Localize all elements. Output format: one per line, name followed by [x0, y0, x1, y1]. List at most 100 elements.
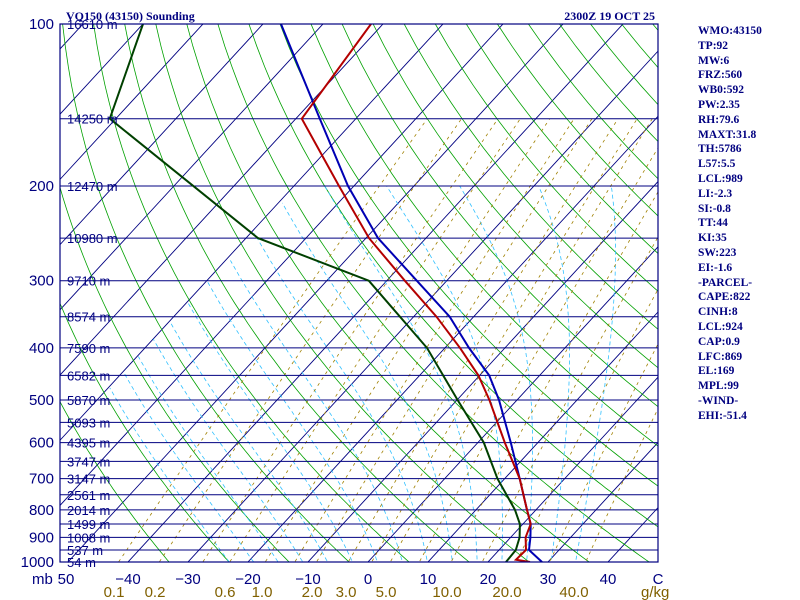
moist-adiabat-line	[254, 233, 428, 562]
temperature-tick-label: −30	[175, 571, 200, 588]
moist-adiabat-line	[230, 260, 403, 562]
sounding-index-item: KI:35	[698, 232, 727, 245]
pressure-tick-label: 200	[29, 178, 54, 195]
height-label: 6582 m	[67, 368, 110, 383]
pressure-tick-label: 600	[29, 435, 54, 452]
isotherm-line	[60, 24, 444, 441]
sounding-series	[108, 24, 543, 562]
chart-title: VQ150 (43150) Sounding	[66, 9, 195, 23]
sounding-index-item: MW:6	[698, 54, 730, 67]
grid-lines	[0, 12, 658, 573]
temperature-tick-label: 50	[58, 571, 75, 588]
temperature-tick-label: 20	[480, 571, 497, 588]
mixing-ratio-line	[418, 147, 658, 562]
dry-adiabat-line	[186, 24, 590, 562]
height-label: 7590 m	[67, 341, 110, 356]
height-label: 8574 m	[67, 310, 110, 325]
moist-adiabat-line	[281, 202, 453, 562]
dry-adiabat-line	[93, 24, 410, 562]
sounding-index-item: CINH:8	[698, 306, 738, 319]
isotherm-line	[127, 24, 624, 562]
height-label: 54 m	[67, 555, 96, 570]
dry-adiabat-line	[372, 24, 658, 369]
height-label: 10980 m	[67, 231, 118, 246]
mixing-ratio-line	[202, 118, 499, 562]
sounding-index-item: TT:44	[698, 217, 728, 230]
height-label: 9710 m	[67, 274, 110, 289]
dewpoint-profile-line	[108, 24, 521, 562]
mixing-ratio-label: 0.2	[145, 584, 166, 600]
sounding-index-item: SW:223	[698, 246, 737, 259]
height-label: 2014 m	[67, 503, 110, 518]
height-label: 537 m	[67, 543, 103, 558]
moist-adiabat-line	[109, 387, 230, 562]
pressure-tick-label: 500	[29, 392, 54, 409]
isotherm-line	[307, 180, 658, 562]
isotherm-line	[60, 24, 204, 181]
isotherm-line	[0, 12, 34, 573]
mixing-ratio-label: 20.0	[492, 584, 521, 600]
mixing-ratio-line	[371, 118, 638, 562]
height-label: 12470 m	[67, 179, 118, 194]
isotherm-line	[547, 441, 658, 562]
height-label: 5870 m	[67, 393, 110, 408]
mixing-ratio-line	[118, 118, 428, 562]
moist-adiabat-line	[206, 280, 378, 562]
isotherm-line	[60, 24, 384, 376]
chart-datetime: 2300Z 19 OCT 25	[564, 9, 655, 23]
moist-adiabat-line	[386, 185, 503, 562]
pressure-tick-label: 1000	[21, 554, 54, 571]
dry-adiabat-line	[341, 24, 658, 408]
height-label: 16610 m	[67, 17, 118, 32]
temperature-tick-label: 30	[540, 571, 557, 588]
dry-adiabat-line	[403, 24, 658, 330]
mixing-ratio-label: 0.6	[215, 584, 236, 600]
isotherm-line	[60, 24, 264, 246]
mixing-ratio-label: 5.0	[376, 584, 397, 600]
sounding-index-item: -PARCEL-	[698, 276, 753, 289]
sounding-index-item: TP:92	[698, 39, 729, 52]
isotherm-line	[187, 50, 658, 562]
mixing-ratio-line	[294, 118, 575, 562]
mixing-ratio-label: 3.0	[336, 584, 357, 600]
isotherm-line	[60, 24, 504, 507]
moist-adiabat-line	[138, 356, 279, 562]
moist-adiabat-line	[152, 338, 304, 562]
height-label: 3147 m	[67, 472, 110, 487]
moist-adiabat-line	[538, 185, 570, 562]
sounding-index-item: FRZ:560	[698, 69, 743, 82]
dry-adiabat-line	[279, 24, 658, 487]
sounding-indices-panel: WMO:43150 TP:92 MW:6 FRZ:560 WB0:592 PW:2.35 R…	[698, 24, 798, 424]
sounding-index-item: LCL:924	[698, 320, 743, 333]
temperature-profile-line	[300, 24, 532, 562]
temperature-tick-label: 40	[600, 571, 617, 588]
isotherm-line	[60, 24, 144, 115]
dry-adiabat-line	[155, 24, 530, 562]
temperature-tick-label: 0	[364, 571, 372, 588]
sounding-index-item: RH:79.6	[698, 113, 740, 126]
dry-adiabat-line	[248, 24, 658, 528]
height-label: 1008 m	[67, 530, 110, 545]
sounding-index-item: TH:5786	[698, 143, 742, 156]
isotherm-line	[487, 376, 658, 562]
isotherm-line	[367, 246, 658, 562]
parcel-profile-line	[280, 24, 543, 562]
dry-adiabat-line	[465, 24, 658, 254]
height-label: 14250 m	[67, 112, 118, 127]
mixing-ratio-label: 0.1	[104, 584, 125, 600]
pressure-unit-label: mb	[32, 571, 53, 588]
sounding-index-item: CAP:0.9	[698, 335, 740, 348]
temperature-tick-label: C	[653, 571, 664, 588]
mixing-ratio-label: 10.0	[432, 584, 461, 600]
temperature-tick-label: −10	[295, 571, 320, 588]
pressure-tick-label: 100	[29, 16, 54, 33]
isotherm-line	[427, 311, 658, 562]
sounding-index-item: WMO:43150	[698, 25, 762, 37]
sounding-index-item: LFC:869	[698, 350, 743, 363]
mixing-ratio-label: 40.0	[559, 584, 588, 600]
sounding-index-item: -WIND-	[698, 394, 739, 407]
isotherm-line	[60, 24, 324, 311]
moist-adiabat-line	[324, 185, 478, 562]
